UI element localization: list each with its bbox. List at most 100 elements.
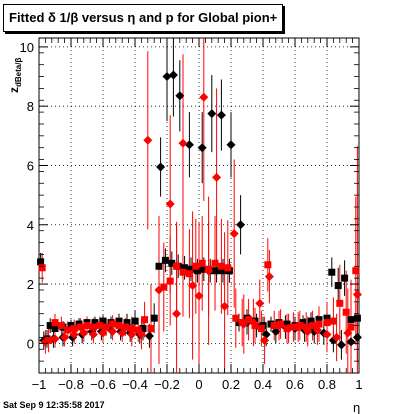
x-tick-label: 0.8	[318, 377, 336, 392]
markers	[37, 70, 362, 350]
data-point-square	[185, 270, 193, 278]
data-point-diamond	[312, 325, 322, 335]
data-point-square	[181, 264, 189, 272]
data-point-square	[89, 323, 97, 331]
data-point-square	[179, 268, 187, 276]
data-point-square	[334, 282, 342, 290]
data-point-square	[211, 259, 219, 267]
data-point-diamond	[154, 285, 164, 295]
data-point-square	[51, 325, 59, 333]
data-point-diamond	[79, 328, 89, 338]
data-point-diamond	[322, 329, 332, 339]
data-point-diamond	[248, 318, 258, 328]
y-tick-label: 0	[27, 336, 34, 351]
data-point-diamond	[239, 319, 249, 329]
data-point-square	[232, 314, 240, 322]
data-point-square	[353, 314, 361, 322]
data-point-diamond	[216, 110, 226, 120]
data-point-diamond	[220, 301, 230, 311]
data-point-square	[315, 316, 323, 324]
data-point-square	[64, 326, 72, 334]
data-point-diamond	[127, 329, 137, 339]
y-axis-label-subscript: dBeta/β	[14, 58, 23, 87]
data-point-square	[160, 283, 168, 291]
x-tick-label: 1	[355, 377, 362, 392]
data-point-diamond	[274, 321, 284, 331]
data-point-square	[37, 258, 45, 266]
data-point-diamond	[69, 329, 79, 339]
y-tick-label: 2	[27, 277, 34, 292]
data-point-square	[141, 316, 149, 324]
data-point-square	[302, 323, 310, 331]
datestamp: Sat Sep 9 12:35:58 2017	[3, 400, 105, 410]
data-point-square	[347, 323, 355, 331]
x-tick-label: −0.8	[58, 377, 84, 392]
data-point-diamond	[165, 199, 175, 209]
data-point-square	[342, 308, 350, 316]
data-point-diamond	[117, 328, 127, 338]
data-point-diamond	[264, 272, 274, 282]
data-point-square	[309, 322, 317, 330]
data-point-diamond	[184, 140, 194, 150]
data-point-square	[198, 259, 206, 267]
data-point-diamond	[343, 328, 353, 338]
data-point-diamond	[60, 332, 70, 342]
data-point-square	[224, 264, 232, 272]
data-point-diamond	[346, 337, 356, 347]
data-point-square	[57, 322, 65, 330]
data-point-square	[147, 325, 155, 333]
data-point-square	[115, 322, 123, 330]
data-point-diamond	[178, 138, 188, 148]
data-point-square	[323, 314, 331, 322]
data-point-square	[270, 322, 278, 330]
data-point-square	[217, 262, 225, 270]
data-point-square	[134, 326, 142, 334]
data-point-square	[347, 316, 355, 324]
x-tick-label: 0.4	[254, 377, 272, 392]
data-point-diamond	[336, 340, 346, 350]
data-point-square	[115, 317, 123, 325]
data-point-diamond	[229, 229, 239, 239]
data-point-square	[329, 317, 337, 325]
data-point-square	[46, 322, 54, 330]
data-point-square	[336, 299, 344, 307]
data-point-square	[83, 322, 91, 330]
data-point-diamond	[352, 289, 362, 299]
data-point-diamond	[255, 298, 265, 308]
x-tick-label: −0.4	[122, 377, 148, 392]
data-point-square	[283, 320, 291, 328]
data-point-square	[150, 314, 158, 322]
data-point-square	[45, 336, 53, 344]
data-point-square	[128, 325, 136, 333]
data-point-diamond	[199, 92, 209, 102]
data-point-square	[257, 325, 265, 333]
data-point-diamond	[88, 329, 98, 339]
data-point-square	[352, 267, 360, 275]
data-point-diamond	[143, 135, 153, 145]
y-tick-label: 6	[27, 158, 34, 173]
data-point-square	[96, 322, 104, 330]
data-point-square	[193, 267, 201, 275]
data-point-square	[77, 323, 85, 331]
data-point-diamond	[207, 109, 217, 119]
data-point-square	[168, 259, 176, 267]
data-point-square	[131, 317, 139, 325]
data-point-diamond	[284, 324, 294, 334]
data-point-square	[200, 265, 208, 273]
data-point-square	[307, 317, 315, 325]
data-point-square	[109, 320, 117, 328]
data-point-square	[315, 320, 323, 328]
data-point-diamond	[156, 162, 166, 172]
data-point-square	[213, 267, 221, 275]
y-axis-label: zdBeta/β	[7, 58, 23, 93]
data-point-diamond	[204, 266, 214, 276]
data-point-square	[289, 323, 297, 331]
data-point-diamond	[332, 332, 342, 342]
data-point-square	[328, 268, 336, 276]
y-tick-label: 4	[27, 218, 34, 233]
data-point-square	[251, 322, 259, 330]
data-point-square	[70, 325, 78, 333]
x-tick-label: 0	[195, 377, 202, 392]
data-point-square	[139, 325, 147, 333]
data-point-square	[102, 323, 110, 331]
